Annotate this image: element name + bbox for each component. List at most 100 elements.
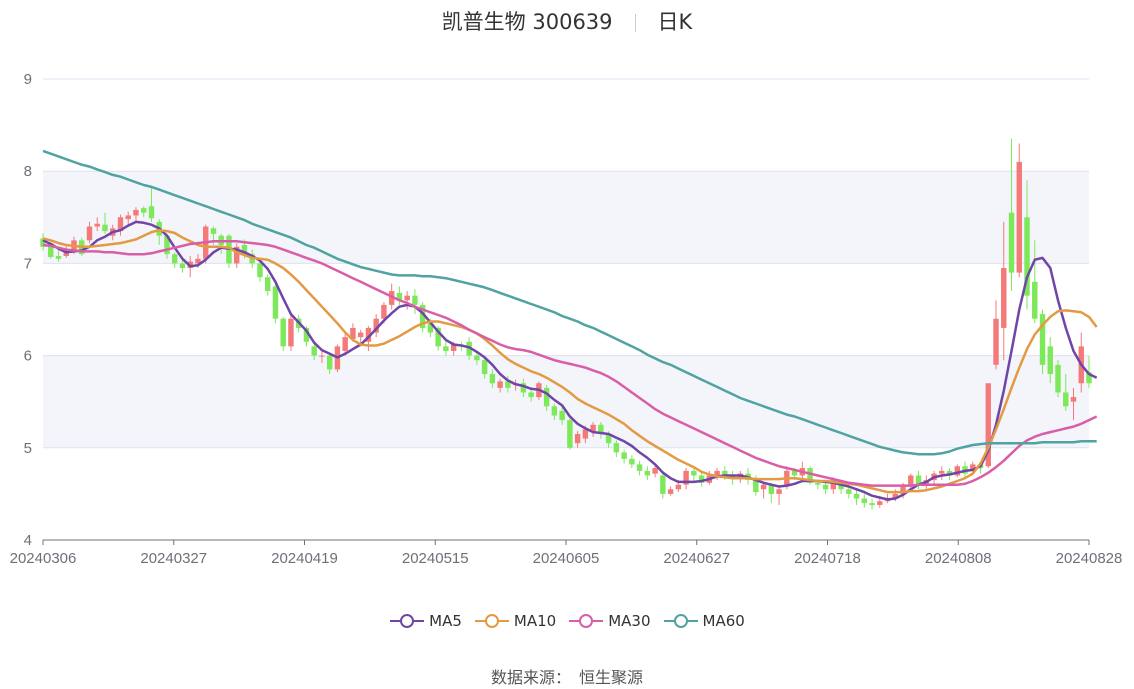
candle — [1024, 180, 1030, 310]
legend-item-ma30[interactable]: MA30 — [568, 612, 651, 630]
candle-body — [776, 489, 782, 494]
y-tick-label: 8 — [24, 163, 32, 180]
candle-body — [815, 482, 821, 485]
candle — [489, 369, 496, 388]
candle — [342, 333, 348, 356]
y-tick-label: 4 — [24, 532, 32, 549]
candle — [179, 258, 186, 273]
candle-body — [1039, 314, 1046, 365]
candle-body — [636, 464, 643, 471]
candle-body — [450, 344, 457, 351]
legend-marker-dot — [673, 614, 688, 628]
candle — [326, 353, 333, 375]
x-tick-label: 20240828 — [1056, 550, 1123, 567]
candle — [172, 252, 178, 269]
y-tick-label: 5 — [24, 440, 32, 457]
legend-marker-dot — [400, 614, 415, 628]
ma30-line — [42, 240, 1098, 487]
y-axis: 4 5 6 7 8 9 — [24, 71, 32, 549]
legend-label: MA10 — [513, 612, 557, 630]
candle-body — [210, 228, 217, 234]
candle-body — [257, 263, 263, 278]
candle-body — [667, 489, 674, 494]
candle — [667, 486, 674, 496]
chart-title: 凯普生物 300639 日K — [0, 6, 1134, 36]
legend-item-ma5[interactable]: MA5 — [389, 612, 462, 630]
candle-body — [528, 392, 534, 398]
candle — [396, 286, 403, 305]
candle-body — [551, 406, 558, 416]
candle — [1016, 143, 1022, 278]
candle-body — [48, 243, 54, 257]
candle-body — [660, 475, 666, 494]
candle — [288, 314, 294, 351]
candle-body — [342, 337, 348, 351]
candle-body — [172, 254, 178, 264]
candle-body — [319, 355, 325, 357]
candle — [574, 431, 581, 448]
grid-band — [43, 355, 1089, 448]
candle — [644, 466, 651, 481]
candle — [939, 466, 945, 481]
legend-item-ma60[interactable]: MA60 — [663, 612, 745, 630]
candle — [419, 302, 426, 333]
candle-body — [505, 381, 511, 388]
x-tick-label: 20240419 — [271, 550, 338, 567]
candle-body — [846, 489, 852, 494]
y-tick-label: 7 — [24, 255, 32, 272]
candle-body — [1016, 161, 1022, 273]
candle — [141, 206, 147, 218]
candle-body — [582, 429, 589, 439]
legend-item-ma10[interactable]: MA10 — [474, 612, 556, 630]
candle — [954, 464, 960, 478]
candle — [714, 468, 720, 481]
candle-body — [1047, 346, 1053, 375]
title-separator — [634, 14, 636, 32]
candle — [1032, 240, 1038, 324]
candle-body — [954, 466, 960, 476]
candle-body — [1032, 281, 1038, 319]
candle — [264, 274, 271, 296]
candle-body — [970, 464, 976, 471]
candle-body — [993, 318, 999, 365]
x-axis: 20240306 20240327 20240419 20240515 20240605… — [10, 539, 1123, 567]
stock-name-code: 凯普生物 300639 — [441, 10, 613, 34]
candle — [598, 421, 604, 439]
candle-body — [691, 470, 697, 476]
candle — [373, 314, 379, 338]
candle-body — [830, 480, 837, 490]
data-source: 数据来源： 恒生聚源 — [0, 664, 1134, 688]
candle-body — [1001, 268, 1007, 328]
candle-body — [481, 360, 488, 375]
x-tick-label: 20240306 — [10, 550, 77, 567]
candle-body — [567, 420, 573, 448]
candle-body — [117, 217, 124, 232]
candle — [590, 421, 596, 437]
candle-body — [94, 223, 100, 227]
candle-body — [326, 355, 333, 370]
candle-body — [644, 470, 651, 476]
candle — [613, 440, 620, 458]
candle-body — [474, 355, 480, 361]
candle — [1047, 337, 1053, 384]
candle — [117, 214, 124, 236]
candle — [691, 468, 697, 483]
candle — [257, 261, 263, 282]
candle-body — [946, 470, 953, 476]
candle-body — [357, 332, 364, 338]
candle — [1001, 221, 1007, 361]
grid-bands — [43, 171, 1089, 448]
legend-marker-dot — [484, 614, 499, 628]
candle-body — [365, 327, 372, 342]
candle-body — [807, 468, 813, 483]
candle-body — [443, 346, 449, 351]
x-tick-label: 20240718 — [794, 550, 861, 567]
candle-body — [822, 484, 829, 490]
candle-body — [102, 224, 108, 232]
legend: MA5 MA10 MA30 MA60 — [0, 612, 1134, 633]
ma60-line — [42, 149, 1097, 456]
candle-body — [427, 323, 434, 333]
candle — [226, 233, 232, 269]
candle-body — [388, 291, 395, 305]
candle — [776, 486, 782, 505]
